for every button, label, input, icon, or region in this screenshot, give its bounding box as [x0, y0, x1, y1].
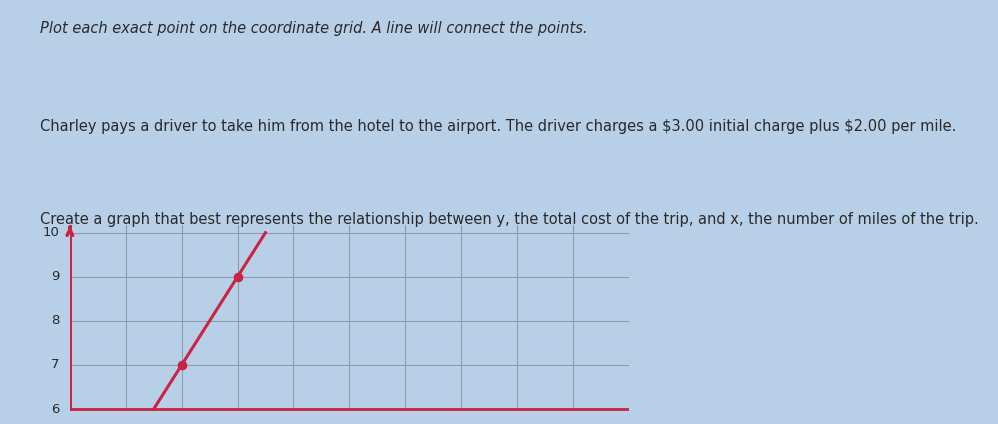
Text: Charley pays a driver to take him from the hotel to the airport. The driver char: Charley pays a driver to take him from t…	[40, 119, 956, 134]
Point	[174, 362, 190, 368]
Text: 10: 10	[43, 226, 60, 239]
Text: Create a graph that best represents the relationship between y, the total cost o: Create a graph that best represents the …	[40, 212, 979, 227]
Text: 9: 9	[52, 270, 60, 283]
Text: Plot each exact point on the coordinate grid. A line will connect the points.: Plot each exact point on the coordinate …	[40, 21, 588, 36]
Text: 6: 6	[52, 402, 60, 416]
Text: 8: 8	[52, 314, 60, 327]
Text: 7: 7	[51, 358, 60, 371]
Point	[230, 273, 246, 280]
